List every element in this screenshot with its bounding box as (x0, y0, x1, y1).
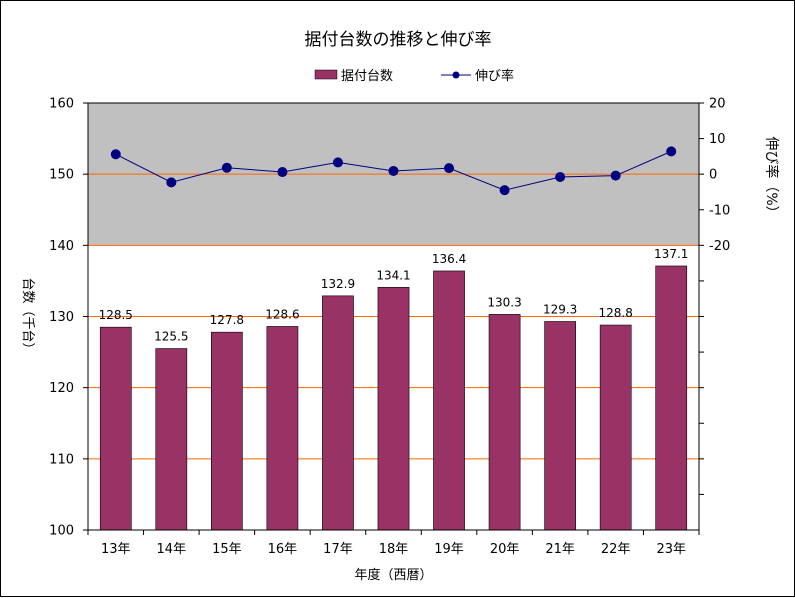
bar-data-label: 132.9 (321, 277, 355, 291)
growth-rate-point (166, 177, 177, 188)
growth-rate-point (610, 170, 621, 181)
x-tick-label: 23年 (656, 542, 686, 557)
bar (655, 265, 688, 531)
bar (377, 287, 410, 531)
y2-tick-label: 10 (709, 132, 726, 147)
bar-data-label: 128.6 (265, 307, 299, 321)
growth-rate-point (499, 185, 510, 196)
x-tick-label: 19年 (434, 542, 464, 557)
y-tick-label: 110 (49, 452, 74, 467)
growth-rate-point (388, 165, 399, 176)
legend-swatch-bars (314, 69, 338, 80)
bar-data-label: 128.8 (599, 306, 633, 320)
y-tick-label: 100 (49, 524, 74, 539)
x-tick-label: 22年 (601, 542, 631, 557)
bar-data-label: 127.8 (210, 313, 244, 327)
growth-rate-point (444, 163, 455, 174)
x-tick-label: 13年 (101, 542, 131, 557)
x-tick-label: 16年 (268, 542, 298, 557)
x-tick-label: 14年 (157, 542, 187, 557)
bar (488, 314, 521, 531)
x-tick-label: 15年 (212, 542, 242, 557)
growth-rate-point (332, 157, 343, 168)
legend: 据付台数 伸び率 (314, 68, 514, 84)
x-tick-label: 21年 (545, 542, 575, 557)
legend-label-line: 伸び率 (475, 68, 514, 84)
x-tick-label: 20年 (490, 542, 520, 557)
bar (266, 326, 299, 531)
growth-rate-point (221, 162, 232, 173)
bar (155, 348, 188, 531)
x-tick-label: 17年 (323, 542, 353, 557)
x-tick-label: 18年 (379, 542, 409, 557)
growth-rate-point (666, 146, 677, 157)
bar-data-label: 137.1 (654, 247, 688, 261)
bar-data-label: 125.5 (154, 330, 188, 344)
bar-data-label: 130.3 (487, 295, 521, 309)
y2-tick-label: 0 (709, 168, 717, 183)
y-tick-label: 160 (49, 97, 74, 112)
bar (211, 331, 243, 531)
bar (544, 321, 576, 531)
legend-label-bars: 据付台数 (341, 69, 393, 84)
bar (99, 326, 132, 531)
bar-data-label: 136.4 (432, 252, 466, 266)
growth-rate-point (555, 172, 566, 183)
y2-tick-label: -20 (709, 239, 730, 254)
bar-data-label: 134.1 (376, 268, 410, 282)
y2-axis-title: 伸び率（%） (763, 136, 780, 219)
legend-marker-line (452, 71, 460, 79)
chart-title: 据付台数の推移と伸び率 (305, 30, 492, 50)
y-axis-title: 台数（千台） (20, 277, 35, 355)
bar-data-label: 128.5 (99, 308, 133, 322)
growth-rate-point (110, 149, 121, 160)
y-tick-label: 130 (49, 310, 74, 325)
bar-data-label: 129.3 (543, 302, 577, 316)
bar (433, 270, 465, 531)
growth-rate-point (277, 167, 288, 178)
bar (322, 295, 354, 531)
bar (599, 324, 632, 531)
x-axis-title: 年度（西暦） (354, 567, 432, 583)
y-tick-label: 150 (49, 168, 74, 183)
y2-tick-label: 20 (709, 97, 726, 112)
y-tick-label: 140 (49, 239, 74, 254)
y-tick-label: 120 (49, 381, 74, 396)
y2-tick-label: -10 (709, 203, 730, 218)
